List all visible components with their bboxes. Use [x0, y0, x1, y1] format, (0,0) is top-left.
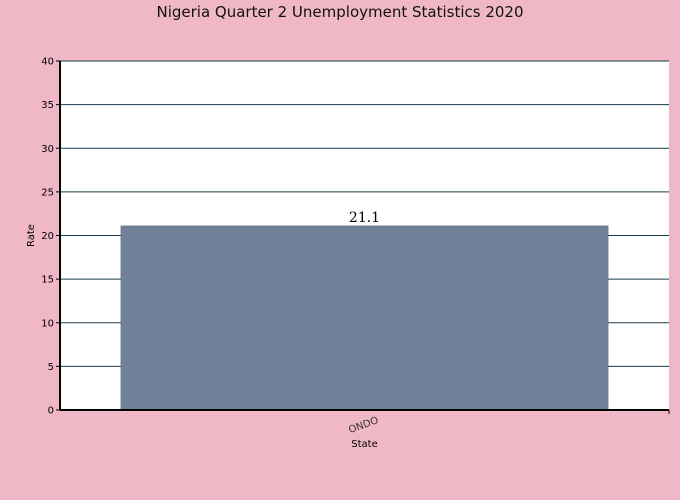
data-label: 21.1 [349, 210, 380, 226]
y-tick-label: 40 [41, 57, 54, 68]
y-axis-title: Rate [26, 224, 37, 247]
bar [120, 225, 609, 411]
bars [120, 225, 609, 411]
axes [56, 60, 670, 414]
y-tick-label: 20 [41, 231, 54, 242]
y-tick-label: 15 [41, 275, 54, 286]
data-labels: 21.1 [349, 210, 380, 226]
chart-title: Nigeria Quarter 2 Unemployment Statistic… [156, 3, 524, 21]
y-tick-labels: 0 5 10 15 20 25 30 35 40 [41, 57, 54, 417]
y-tick-label: 25 [41, 187, 54, 198]
y-tick-label: 35 [41, 100, 54, 111]
x-category-labels: ONDO [347, 415, 380, 436]
x-category-label: ONDO [347, 415, 380, 436]
y-tick-label: 10 [41, 318, 54, 329]
y-tick-label: 0 [48, 406, 54, 417]
x-axis-title: State [351, 439, 377, 450]
y-tick-label: 5 [48, 362, 54, 373]
y-tick-label: 30 [41, 144, 54, 155]
